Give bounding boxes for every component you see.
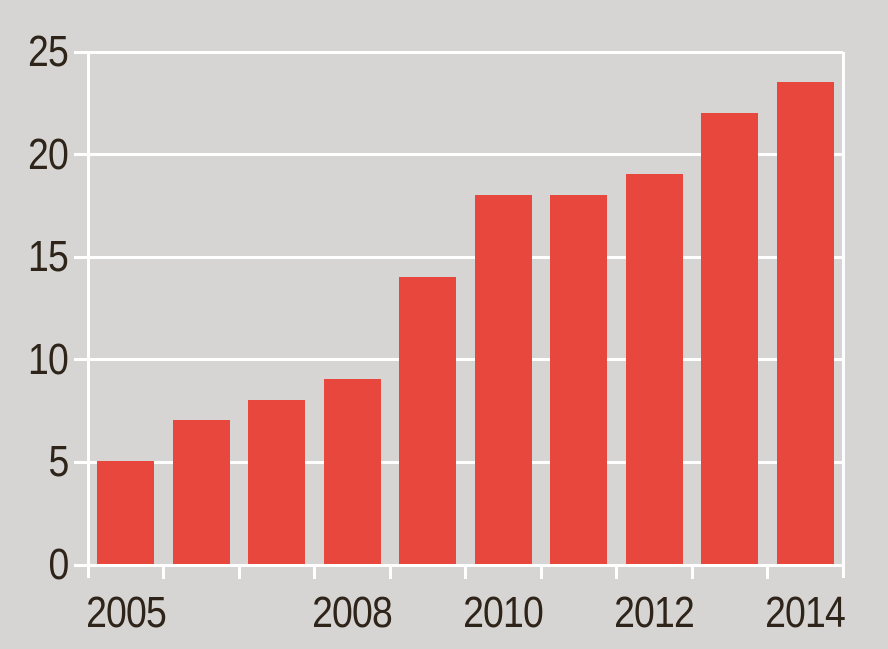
bar-2011 [550,194,608,564]
x-axis-tick [690,565,694,579]
y-axis-tick-label: 0 [48,540,69,589]
gridline-10 [74,358,843,362]
bar-2010 [474,194,532,564]
x-axis-tick [388,565,392,579]
y-axis-tick-label: 20 [28,129,69,179]
bar-2013 [701,112,759,564]
y-axis-tick-label: 10 [28,334,69,384]
gridline-25 [74,50,843,54]
gridline-0 [74,563,843,567]
gridline-5 [74,460,843,464]
x-axis-tick-label: 2005 [85,588,167,637]
plot-right-frame-line [841,52,845,578]
x-axis-tick-label: 2012 [614,588,695,637]
x-axis-tick [615,565,618,579]
x-axis-tick [539,565,543,579]
x-axis-tick [162,565,165,579]
x-axis-tick-label: 2014 [765,588,846,637]
gridline-20 [74,153,843,157]
y-axis-tick-label: 15 [28,232,69,282]
x-axis-tick-label: 2010 [463,588,544,637]
x-axis-tick [237,565,241,579]
bar-2006 [172,420,230,564]
x-axis-tick-label: 2008 [312,588,393,637]
gridline-15 [74,255,843,259]
plot-area [74,50,845,579]
bar-2008 [323,379,381,564]
x-axis-tick [464,565,467,579]
bar-2009 [399,276,457,564]
bar-2012 [625,174,683,564]
x-axis-tick [313,565,316,579]
y-axis-line [86,52,90,578]
bar-2005 [97,461,155,564]
bar-2014 [776,81,834,564]
bar-2007 [248,399,306,564]
x-axis-tick [766,565,769,579]
y-axis-tick-label: 5 [48,437,69,487]
y-axis-tick-label: 25 [28,27,69,76]
